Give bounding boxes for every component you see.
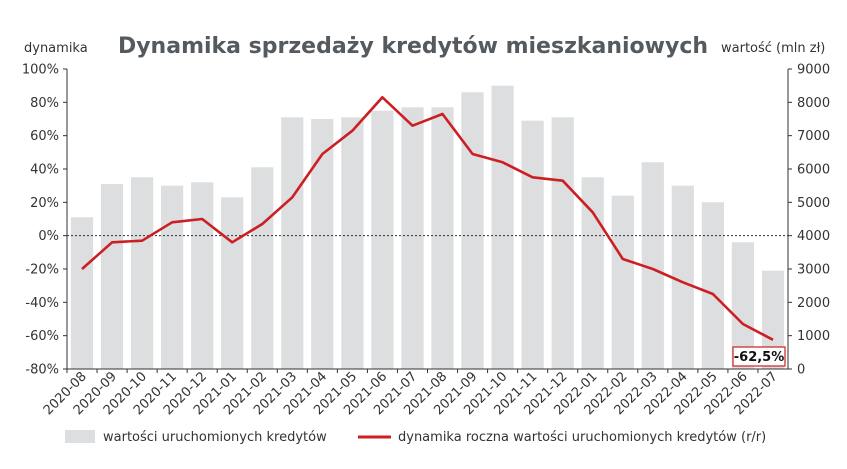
bar-2021-12 (551, 117, 574, 369)
x-axis-ticks: 2020-082020-092020-102020-112020-122021-… (41, 369, 781, 418)
left-tick-label: 20% (30, 196, 59, 211)
bar-2021-05 (341, 117, 364, 369)
bar-2020-09 (100, 184, 124, 369)
left-tick-label: 40% (30, 163, 59, 178)
right-axis-title: wartość (mln zł) (721, 41, 825, 56)
bar-2022-05 (701, 202, 724, 369)
dynamics-line (81, 96, 774, 341)
right-tick-label: 3000 (797, 263, 830, 278)
bar-2021-11 (521, 120, 544, 369)
callout-label: -62,5% (734, 350, 785, 365)
left-tick-label: 60% (30, 129, 59, 144)
bar-2021-03 (281, 117, 304, 369)
left-tick-label: -60% (25, 329, 59, 344)
bar-2022-03 (641, 162, 664, 369)
bar-2021-10 (491, 85, 514, 369)
left-tick-label: 100% (22, 63, 59, 78)
bar-2021-09 (461, 92, 484, 370)
bar-2021-06 (371, 110, 394, 369)
left-tick-label: -80% (25, 363, 59, 378)
line-series (81, 96, 774, 341)
bar-2021-08 (431, 107, 454, 370)
right-tick-label: 9000 (797, 63, 830, 78)
bar-series (70, 85, 785, 370)
bar-2022-04 (671, 185, 694, 369)
right-tick-label: 7000 (797, 129, 830, 144)
legend: wartości uruchomionych kredytów dynamika… (65, 430, 766, 445)
bar-2020-08 (70, 217, 94, 369)
bar-2022-06 (731, 242, 754, 369)
bar-2020-10 (131, 177, 154, 369)
bar-2021-01 (221, 197, 244, 369)
right-tick-label: 8000 (797, 96, 830, 111)
chart-title: Dynamika sprzedaży kredytów mieszkaniowy… (118, 34, 708, 59)
left-axis-ticks: -80% -60% -40% -20% 0% 20% 40% 60% 80% 100% (22, 63, 67, 378)
bar-2020-11 (161, 185, 184, 369)
right-tick-label: 2000 (797, 296, 830, 311)
right-tick-label: 6000 (797, 163, 830, 178)
right-axis-ticks: 0 1000 2000 3000 4000 5000 6000 7000 8000 9000 (788, 63, 830, 378)
left-tick-label: 80% (30, 96, 59, 111)
right-tick-label: 5000 (797, 196, 830, 211)
bar-2022-02 (611, 195, 634, 369)
bar-2022-01 (581, 177, 604, 369)
right-tick-label: 4000 (797, 229, 830, 244)
bar-2021-02 (251, 167, 274, 369)
bar-2020-12 (191, 182, 214, 369)
last-value-callout: -62,5% (732, 346, 786, 367)
legend-line-label: dynamika roczna wartości uruchomionych k… (398, 430, 766, 445)
callout-box (732, 346, 786, 367)
legend-bar-label: wartości uruchomionych kredytów (103, 430, 327, 445)
legend-bar-swatch (65, 430, 95, 443)
bar-2021-07 (401, 107, 424, 370)
right-tick-label: 1000 (797, 329, 830, 344)
left-tick-label: 0% (38, 229, 59, 244)
bar-2021-04 (311, 119, 334, 369)
left-tick-label: -40% (25, 296, 59, 311)
left-axis-title: dynamika (24, 41, 88, 56)
right-tick-label: 0 (797, 363, 805, 378)
left-tick-label: -20% (25, 263, 59, 278)
bar-2022-07 (761, 270, 785, 369)
